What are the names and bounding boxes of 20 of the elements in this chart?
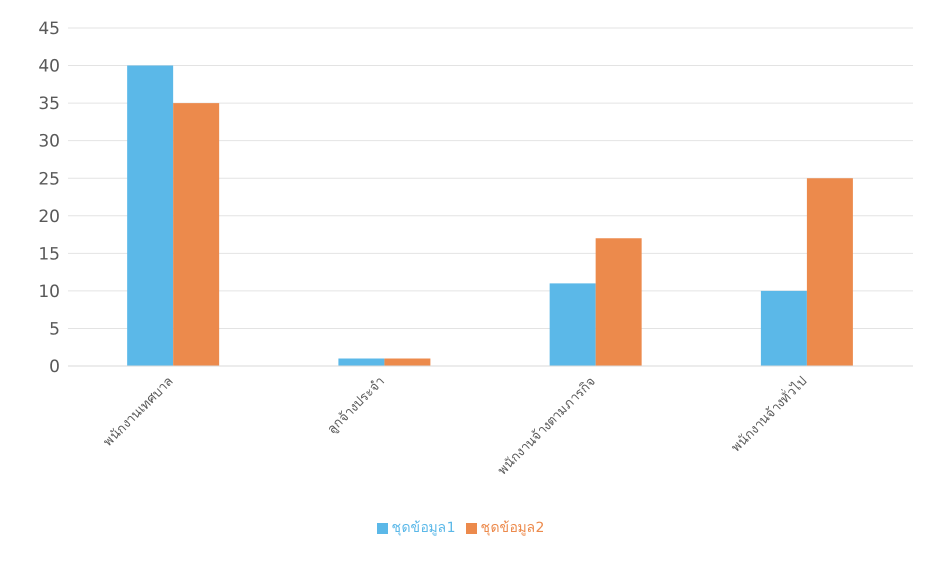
- legend-label: ชุดข้อมูล1: [392, 520, 456, 536]
- bar: [173, 103, 220, 366]
- legend-label: ชุดข้อมูล2: [480, 520, 544, 536]
- bar: [760, 290, 807, 366]
- y-tick-label: 15: [38, 244, 60, 264]
- y-tick-label: 40: [38, 56, 60, 77]
- bar: [550, 283, 596, 366]
- bar: [338, 358, 384, 366]
- bar: [384, 358, 430, 366]
- y-tick-label: 35: [38, 94, 60, 114]
- y-tick-label: 20: [38, 206, 60, 227]
- bar: [127, 66, 174, 366]
- bar: [596, 238, 642, 366]
- y-tick-label: 10: [38, 282, 60, 302]
- y-tick-label: 30: [38, 132, 60, 152]
- y-tick-label: 45: [38, 19, 60, 40]
- bar: [806, 178, 853, 366]
- y-tick-label: 5: [49, 319, 60, 340]
- y-tick-label: 25: [38, 169, 60, 190]
- y-tick-label: 0: [49, 357, 60, 378]
